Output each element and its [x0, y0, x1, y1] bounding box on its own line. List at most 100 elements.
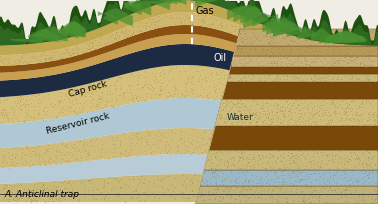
Point — [291, 153, 297, 156]
Point — [244, 42, 250, 45]
Point — [246, 112, 252, 115]
Point — [66, 53, 72, 56]
Point — [120, 97, 126, 100]
Point — [75, 149, 81, 152]
Point — [364, 64, 370, 67]
Point — [338, 52, 344, 56]
Point — [193, 69, 199, 72]
Point — [259, 78, 265, 81]
Point — [290, 185, 296, 188]
Point — [187, 64, 193, 68]
Point — [275, 174, 281, 177]
Point — [342, 52, 348, 56]
Point — [359, 58, 365, 61]
Point — [349, 96, 355, 99]
Point — [28, 200, 34, 203]
Point — [356, 184, 362, 188]
Point — [239, 50, 245, 53]
Point — [266, 178, 272, 181]
Point — [354, 54, 360, 58]
Point — [234, 197, 240, 200]
Point — [344, 59, 350, 62]
Point — [96, 41, 102, 44]
Point — [3, 114, 9, 117]
Point — [327, 44, 333, 48]
Point — [341, 43, 347, 46]
Point — [355, 146, 361, 150]
Point — [332, 200, 338, 204]
Point — [37, 60, 43, 63]
Point — [348, 178, 354, 182]
Point — [349, 123, 355, 126]
Point — [252, 102, 258, 105]
Point — [344, 163, 350, 166]
Point — [278, 31, 284, 35]
Point — [146, 18, 152, 21]
Point — [316, 197, 322, 200]
Point — [297, 101, 304, 105]
Point — [266, 122, 272, 126]
Point — [295, 163, 301, 166]
Point — [237, 25, 243, 28]
Point — [149, 90, 155, 93]
Point — [270, 41, 276, 45]
Point — [314, 56, 320, 59]
Point — [367, 117, 373, 120]
Point — [164, 140, 170, 143]
Point — [0, 112, 3, 116]
Point — [242, 78, 248, 81]
Point — [307, 201, 313, 204]
Point — [187, 89, 194, 92]
Point — [276, 78, 282, 81]
Point — [231, 97, 237, 101]
Point — [268, 34, 274, 38]
Point — [107, 89, 113, 92]
Point — [158, 24, 164, 27]
Point — [332, 112, 338, 115]
Point — [26, 195, 32, 198]
Point — [308, 122, 314, 125]
Point — [258, 179, 264, 182]
Point — [359, 115, 365, 118]
Point — [25, 113, 31, 116]
Point — [203, 148, 209, 151]
Point — [113, 36, 119, 39]
Point — [270, 141, 276, 144]
Point — [364, 193, 370, 196]
Point — [331, 102, 337, 106]
Point — [301, 107, 307, 111]
Point — [291, 192, 297, 195]
Point — [316, 106, 322, 110]
Point — [48, 199, 54, 202]
Point — [306, 63, 312, 67]
Point — [17, 104, 23, 107]
Point — [351, 60, 357, 63]
Point — [323, 123, 329, 126]
Point — [222, 122, 228, 125]
Point — [280, 144, 286, 147]
Point — [254, 117, 260, 120]
Point — [279, 160, 285, 163]
Point — [124, 32, 130, 35]
Point — [252, 195, 258, 198]
Point — [245, 180, 251, 183]
Point — [93, 85, 99, 88]
Point — [333, 98, 339, 101]
Point — [322, 79, 328, 82]
Point — [172, 131, 178, 134]
Point — [362, 157, 368, 161]
Point — [284, 36, 290, 39]
Point — [43, 58, 49, 61]
Point — [217, 115, 223, 119]
Point — [251, 162, 257, 165]
Point — [354, 111, 360, 114]
Point — [97, 106, 103, 110]
Point — [142, 81, 148, 84]
Point — [27, 59, 33, 62]
Point — [238, 32, 244, 36]
Point — [322, 94, 328, 98]
Point — [360, 112, 366, 115]
Point — [82, 94, 88, 98]
Point — [347, 183, 353, 186]
Point — [36, 104, 42, 107]
